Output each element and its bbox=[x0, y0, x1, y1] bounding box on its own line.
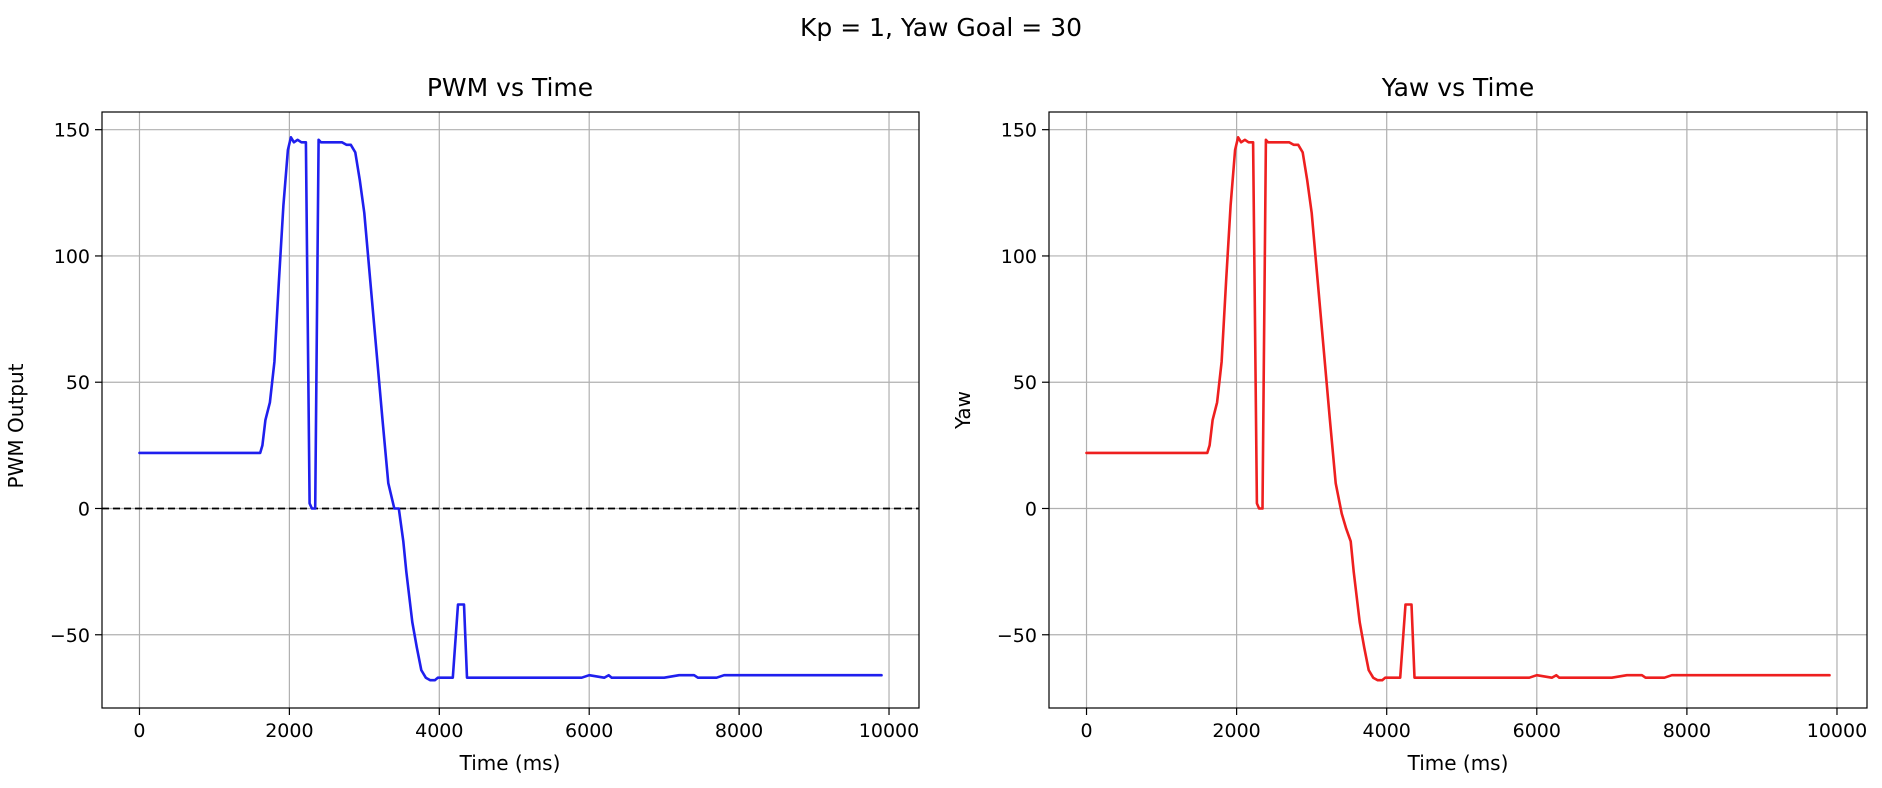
pwm-y-tick-label-3: 100 bbox=[54, 246, 90, 268]
pwm-panel: PWM vs Time Time (ms) PWM Output 0 2000 40… bbox=[4, 73, 920, 775]
yaw-x-tick-label-1: 2000 bbox=[1212, 720, 1260, 742]
pwm-x-tick-label-0: 0 bbox=[133, 720, 145, 742]
yaw-series-line-0 bbox=[1085, 136, 1831, 682]
pwm-y-tick-label-0: −50 bbox=[50, 625, 90, 647]
yaw-y-tick-label-3: 100 bbox=[1001, 246, 1037, 268]
yaw-x-tick-label-2: 4000 bbox=[1363, 720, 1411, 742]
pwm-x-tick-label-4: 8000 bbox=[715, 720, 763, 742]
yaw-x-tick-label-3: 6000 bbox=[1513, 720, 1561, 742]
yaw-y-tick-label-1: 0 bbox=[1025, 498, 1037, 520]
yaw-axes-frame bbox=[1048, 111, 1868, 709]
pwm-x-tick-label-1: 2000 bbox=[265, 720, 313, 742]
yaw-chart-title: Yaw vs Time bbox=[1381, 73, 1535, 102]
yaw-y-tick-label-2: 50 bbox=[1013, 372, 1037, 394]
yaw-y-tick-label-0: −50 bbox=[997, 625, 1037, 647]
pwm-y-axis-label: PWM Output bbox=[4, 363, 28, 488]
pwm-series-line-0 bbox=[138, 136, 883, 682]
pwm-chart-title: PWM vs Time bbox=[427, 73, 593, 102]
pwm-y-tick-label-4: 150 bbox=[54, 120, 90, 142]
yaw-y-axis-label: Yaw bbox=[951, 391, 975, 430]
yaw-x-axis-label: Time (ms) bbox=[1407, 751, 1509, 775]
pwm-x-tick-label-2: 4000 bbox=[415, 720, 463, 742]
pwm-y-tick-label-2: 50 bbox=[66, 372, 90, 394]
yaw-x-tick-label-0: 0 bbox=[1080, 720, 1092, 742]
yaw-x-tick-label-4: 8000 bbox=[1663, 720, 1711, 742]
pwm-x-tick-label-5: 10000 bbox=[859, 720, 919, 742]
pwm-x-tick-label-3: 6000 bbox=[565, 720, 613, 742]
pwm-x-axis-label: Time (ms) bbox=[459, 751, 561, 775]
yaw-y-tick-label-4: 150 bbox=[1001, 120, 1037, 142]
yaw-x-tick-label-5: 10000 bbox=[1807, 720, 1867, 742]
figure-suptitle: Kp = 1, Yaw Goal = 30 bbox=[800, 13, 1082, 42]
pwm-axes-frame bbox=[101, 111, 920, 709]
yaw-panel: Yaw vs Time Time (ms) Yaw 0 2000 4000 6000 8… bbox=[951, 73, 1868, 775]
pwm-y-tick-label-1: 0 bbox=[78, 498, 90, 520]
